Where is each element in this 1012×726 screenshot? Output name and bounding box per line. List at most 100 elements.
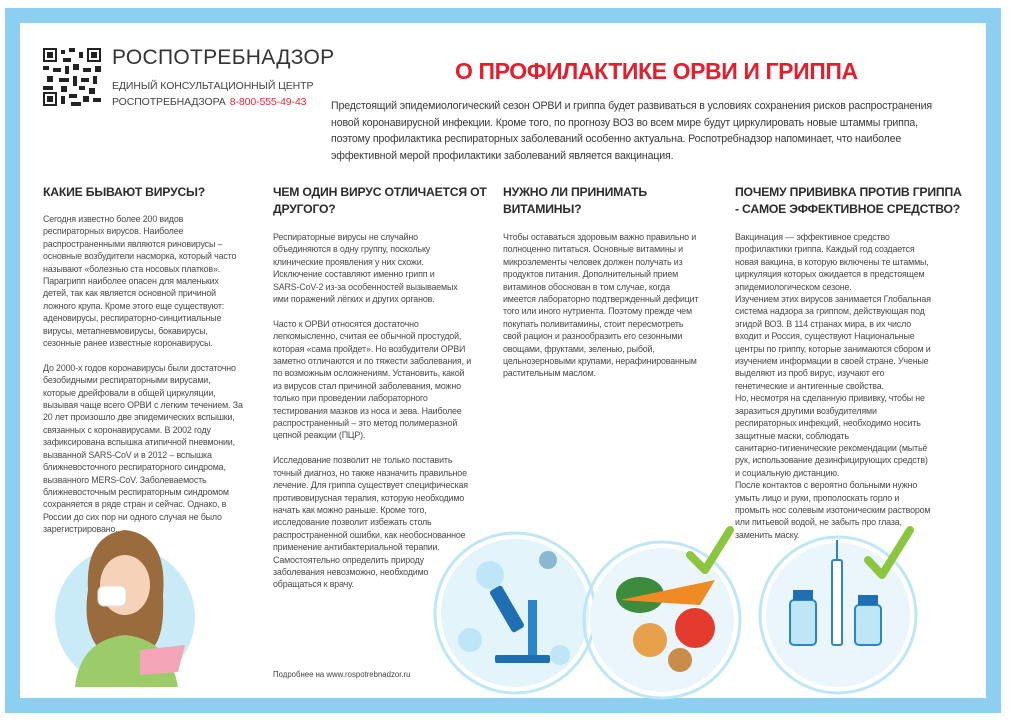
text-line: начать как можно раньше. Кроме того,	[273, 504, 427, 515]
text-line: микроэлементы человек должен получать из	[503, 256, 683, 267]
paragraph: Исследование позволит не только поставит…	[273, 454, 498, 590]
paragraph: Часто к ОРВИ относятся достаточно легкомы…	[273, 318, 498, 442]
text-line: называют «болезнью ста носовых платков».	[43, 263, 221, 274]
text-line: зафиксирована вспышка атипичной пневмони…	[43, 437, 235, 448]
column-heading: ЧЕМ ОДИН ВИРУС ОТЛИЧАЕТСЯ ОТ ДРУГОГО?	[273, 184, 498, 218]
text-line: лечение. Для гриппа существует специфиче…	[273, 480, 468, 491]
brand-name: РОСПОТРЕБНАДЗОР	[112, 46, 335, 69]
text-line: SARS-CoV-2 из-за особенностей вызываемых	[273, 281, 458, 292]
text-line: Но, несмотря на сделанную прививку, чтоб…	[735, 393, 925, 404]
text-line: только при проведении лабораторного	[273, 393, 428, 404]
column-vaccination: ПОЧЕМУ ПРИВИВКА ПРОТИВ ГРИППА - САМОЕ ЭФФ…	[735, 184, 962, 541]
paragraph: Вакцинация — эффективное средство профила…	[735, 231, 960, 293]
column-viruses: КАКИЕ БЫВАЮТ ВИРУСЫ? Сегодня известно бол…	[43, 184, 268, 548]
qr-code-icon	[43, 48, 101, 106]
footer-link[interactable]: Подробнее на www.rospotrebnadzor.ru	[273, 670, 411, 679]
text-line: Респираторные вирусы не случайно	[273, 232, 418, 242]
text-line: эпидемиологическом сезоне.	[735, 281, 852, 292]
text-line: которые дрейфовали в общей циркуляции,	[43, 387, 216, 398]
text-line: После контактов с вероятно больными нужн…	[735, 480, 918, 491]
text-line: респираторных инфекций, необходимо носит…	[735, 418, 921, 429]
text-line: ближневосточным респираторным синдромом	[43, 486, 229, 497]
text-line: вызванной SARS-CoV и в 2012 – вспышка	[43, 449, 212, 460]
text-line: аденовирусы, респираторно-синцитиальные	[43, 313, 222, 324]
paragraph: Респираторные вирусы не случайно объединя…	[273, 231, 498, 305]
text-line: новая вакцина, в которую включены те шта…	[735, 256, 929, 267]
text-line: которая «сама пройдет». Но возбудители О…	[273, 343, 466, 354]
text-line: профилактики гриппа. Каждый год создаетс…	[735, 244, 915, 255]
paragraph: До 2000-х годов коронавирусы были достат…	[43, 362, 268, 536]
text-line: покупать поливитамины, стоит пересмотрет…	[503, 318, 684, 329]
brand-subtitle-org: РОСПОТРЕБНАДЗОРА	[112, 96, 226, 108]
text-line: промыть нос солевым изотоническим раство…	[735, 504, 931, 515]
heading-line: КАКИЕ БЫВАЮТ ВИРУСЫ?	[43, 185, 206, 199]
text-line: противовирусная терапия, которую необход…	[273, 492, 465, 503]
text-line: точный диагноз, но также назначить прави…	[273, 467, 467, 478]
text-line: связанных с коронавирусами. В 2002 году	[43, 424, 211, 435]
text-line: заболевания невозможно, необходимо	[273, 566, 429, 577]
text-line: безобидными респираторными вирусами,	[43, 375, 211, 386]
text-line: входит и Россия, существуют Национальные	[735, 331, 915, 342]
text-line: Парагрипп наиболее опасен для маленьких	[43, 276, 219, 287]
paragraph: После контактов с вероятно больными нужн…	[735, 479, 960, 541]
column-heading: НУЖНО ЛИ ПРИНИМАТЬ ВИТАМИНЫ?	[503, 184, 728, 218]
text-line: или питьевой водой, не забыть про глаза,	[735, 517, 902, 528]
text-line: ими поражений лёгких и других органов.	[273, 294, 435, 305]
text-line: Сегодня известно более 200 видов	[43, 214, 184, 224]
text-line: До 2000-х годов коронавирусы были достат…	[43, 362, 236, 373]
text-line: санитарно-гигиенические рекомендации (мы…	[735, 442, 928, 453]
column-virus-differences: ЧЕМ ОДИН ВИРУС ОТЛИЧАЕТСЯ ОТ ДРУГОГО? Респ…	[273, 184, 498, 603]
text-line: Изучением этих вирусов занимается Глобал…	[735, 294, 931, 305]
text-line: растительным маслом.	[503, 368, 596, 379]
text-line: России до сих пор ни одного случая не бы…	[43, 511, 222, 522]
text-line: ближневосточного респираторного синдрома…	[43, 462, 226, 473]
hotline-phone: 8-800-555-49-43	[229, 96, 307, 108]
paragraph: Чтобы оставаться здоровым важно правильн…	[503, 231, 728, 380]
text-line: генетические и антигенные свойства.	[735, 380, 884, 391]
text-line: исследование позволит избежать столь	[273, 517, 432, 528]
text-line: свой рацион и разнообразить его сезонным…	[503, 331, 683, 342]
text-line: заметно отличаются и по тяжести заболева…	[273, 356, 472, 367]
column-vitamins: НУЖНО ЛИ ПРИНИМАТЬ ВИТАМИНЫ? Чтобы остават…	[503, 184, 728, 392]
text-line: Чтобы оставаться здоровым важно правильн…	[503, 232, 697, 242]
text-line: зарегистрировано.	[43, 524, 118, 535]
text-line: заменить маску.	[735, 529, 800, 540]
column-heading: КАКИЕ БЫВАЮТ ВИРУСЫ?	[43, 184, 268, 201]
text-line: легкомысленно, считая ее обычной простуд…	[273, 331, 462, 342]
text-line: сохраняется в ряде стран и сейчас. Однак…	[43, 499, 227, 510]
text-line: умыть лицо и руки, прополоскать горло и	[735, 492, 900, 503]
text-line: распространенный – это метод полимеразно…	[273, 418, 458, 429]
text-line: тестирования мазков из носа и зева. Наиб…	[273, 405, 462, 416]
column-body: Вакцинация — эффективное средство профила…	[735, 231, 960, 541]
text-line: обращаться к врачу.	[273, 579, 354, 590]
brand-subtitle-line2: РОСПОТРЕБНАДЗОРА 8-800-555-49-43	[112, 96, 307, 108]
text-line: респираторных вирусов. Наиболее	[43, 226, 184, 237]
poster-title: О ПРОФИЛАКТИКЕ ОРВИ И ГРИППА	[455, 58, 858, 84]
text-line: сезонные ранее известные коронавирусы.	[43, 338, 213, 349]
heading-line: - САМОЕ ЭФФЕКТИВНОЕ СРЕДСТВО?	[735, 202, 961, 216]
text-line: Часто к ОРВИ относятся достаточно	[273, 318, 419, 329]
heading-line: ДРУГОГО?	[273, 202, 336, 216]
text-line: циркуляция которых ожидается в предстоящ…	[735, 269, 925, 280]
text-line: вызывая чаще всего ОРВИ с легким течение…	[43, 400, 243, 411]
intro-text: Предстоящий эпидемиологический сезон ОРВ…	[331, 98, 932, 164]
text-line: имеется лабораторно подтвержденный дефиц…	[503, 294, 699, 305]
text-line: система надзора за гриппом, действующая …	[735, 306, 925, 317]
text-line: цельнозерновыми крупами, нерафинированны…	[503, 356, 697, 367]
column-body: Чтобы оставаться здоровым важно правильн…	[503, 231, 728, 380]
text-line: продуктов питания. Дополнительный прием	[503, 269, 679, 280]
text-line: распространенными являются риновирусы –	[43, 238, 223, 249]
paragraph: Изучением этих вирусов занимается Глобал…	[735, 293, 960, 392]
intro-line: новой коронавирусной инфекции. Кроме тог…	[331, 116, 918, 129]
text-line: детей, так как является основной причино…	[43, 288, 216, 299]
text-line: Исключение составляют именно грипп и	[273, 269, 435, 280]
text-line: того или иного нутриента. Поэтому прежде…	[503, 306, 692, 317]
text-line: по возможным осложнениям. Установить, ка…	[273, 368, 465, 379]
text-line: изучением информации в своей стране. Уче…	[735, 356, 929, 367]
text-line: овощами, фруктами, зеленью, рыбой,	[503, 343, 655, 354]
paragraph: Но, несмотря на сделанную прививку, чтоб…	[735, 392, 960, 479]
text-line: защитные маски, соблюдать	[735, 430, 849, 441]
text-line: рук, использование дезинфицирующих средс…	[735, 455, 928, 466]
text-line: центры по гриппу, которые занимаются сбо…	[735, 343, 931, 354]
text-line: заразиться другими возбудителями	[735, 405, 877, 416]
